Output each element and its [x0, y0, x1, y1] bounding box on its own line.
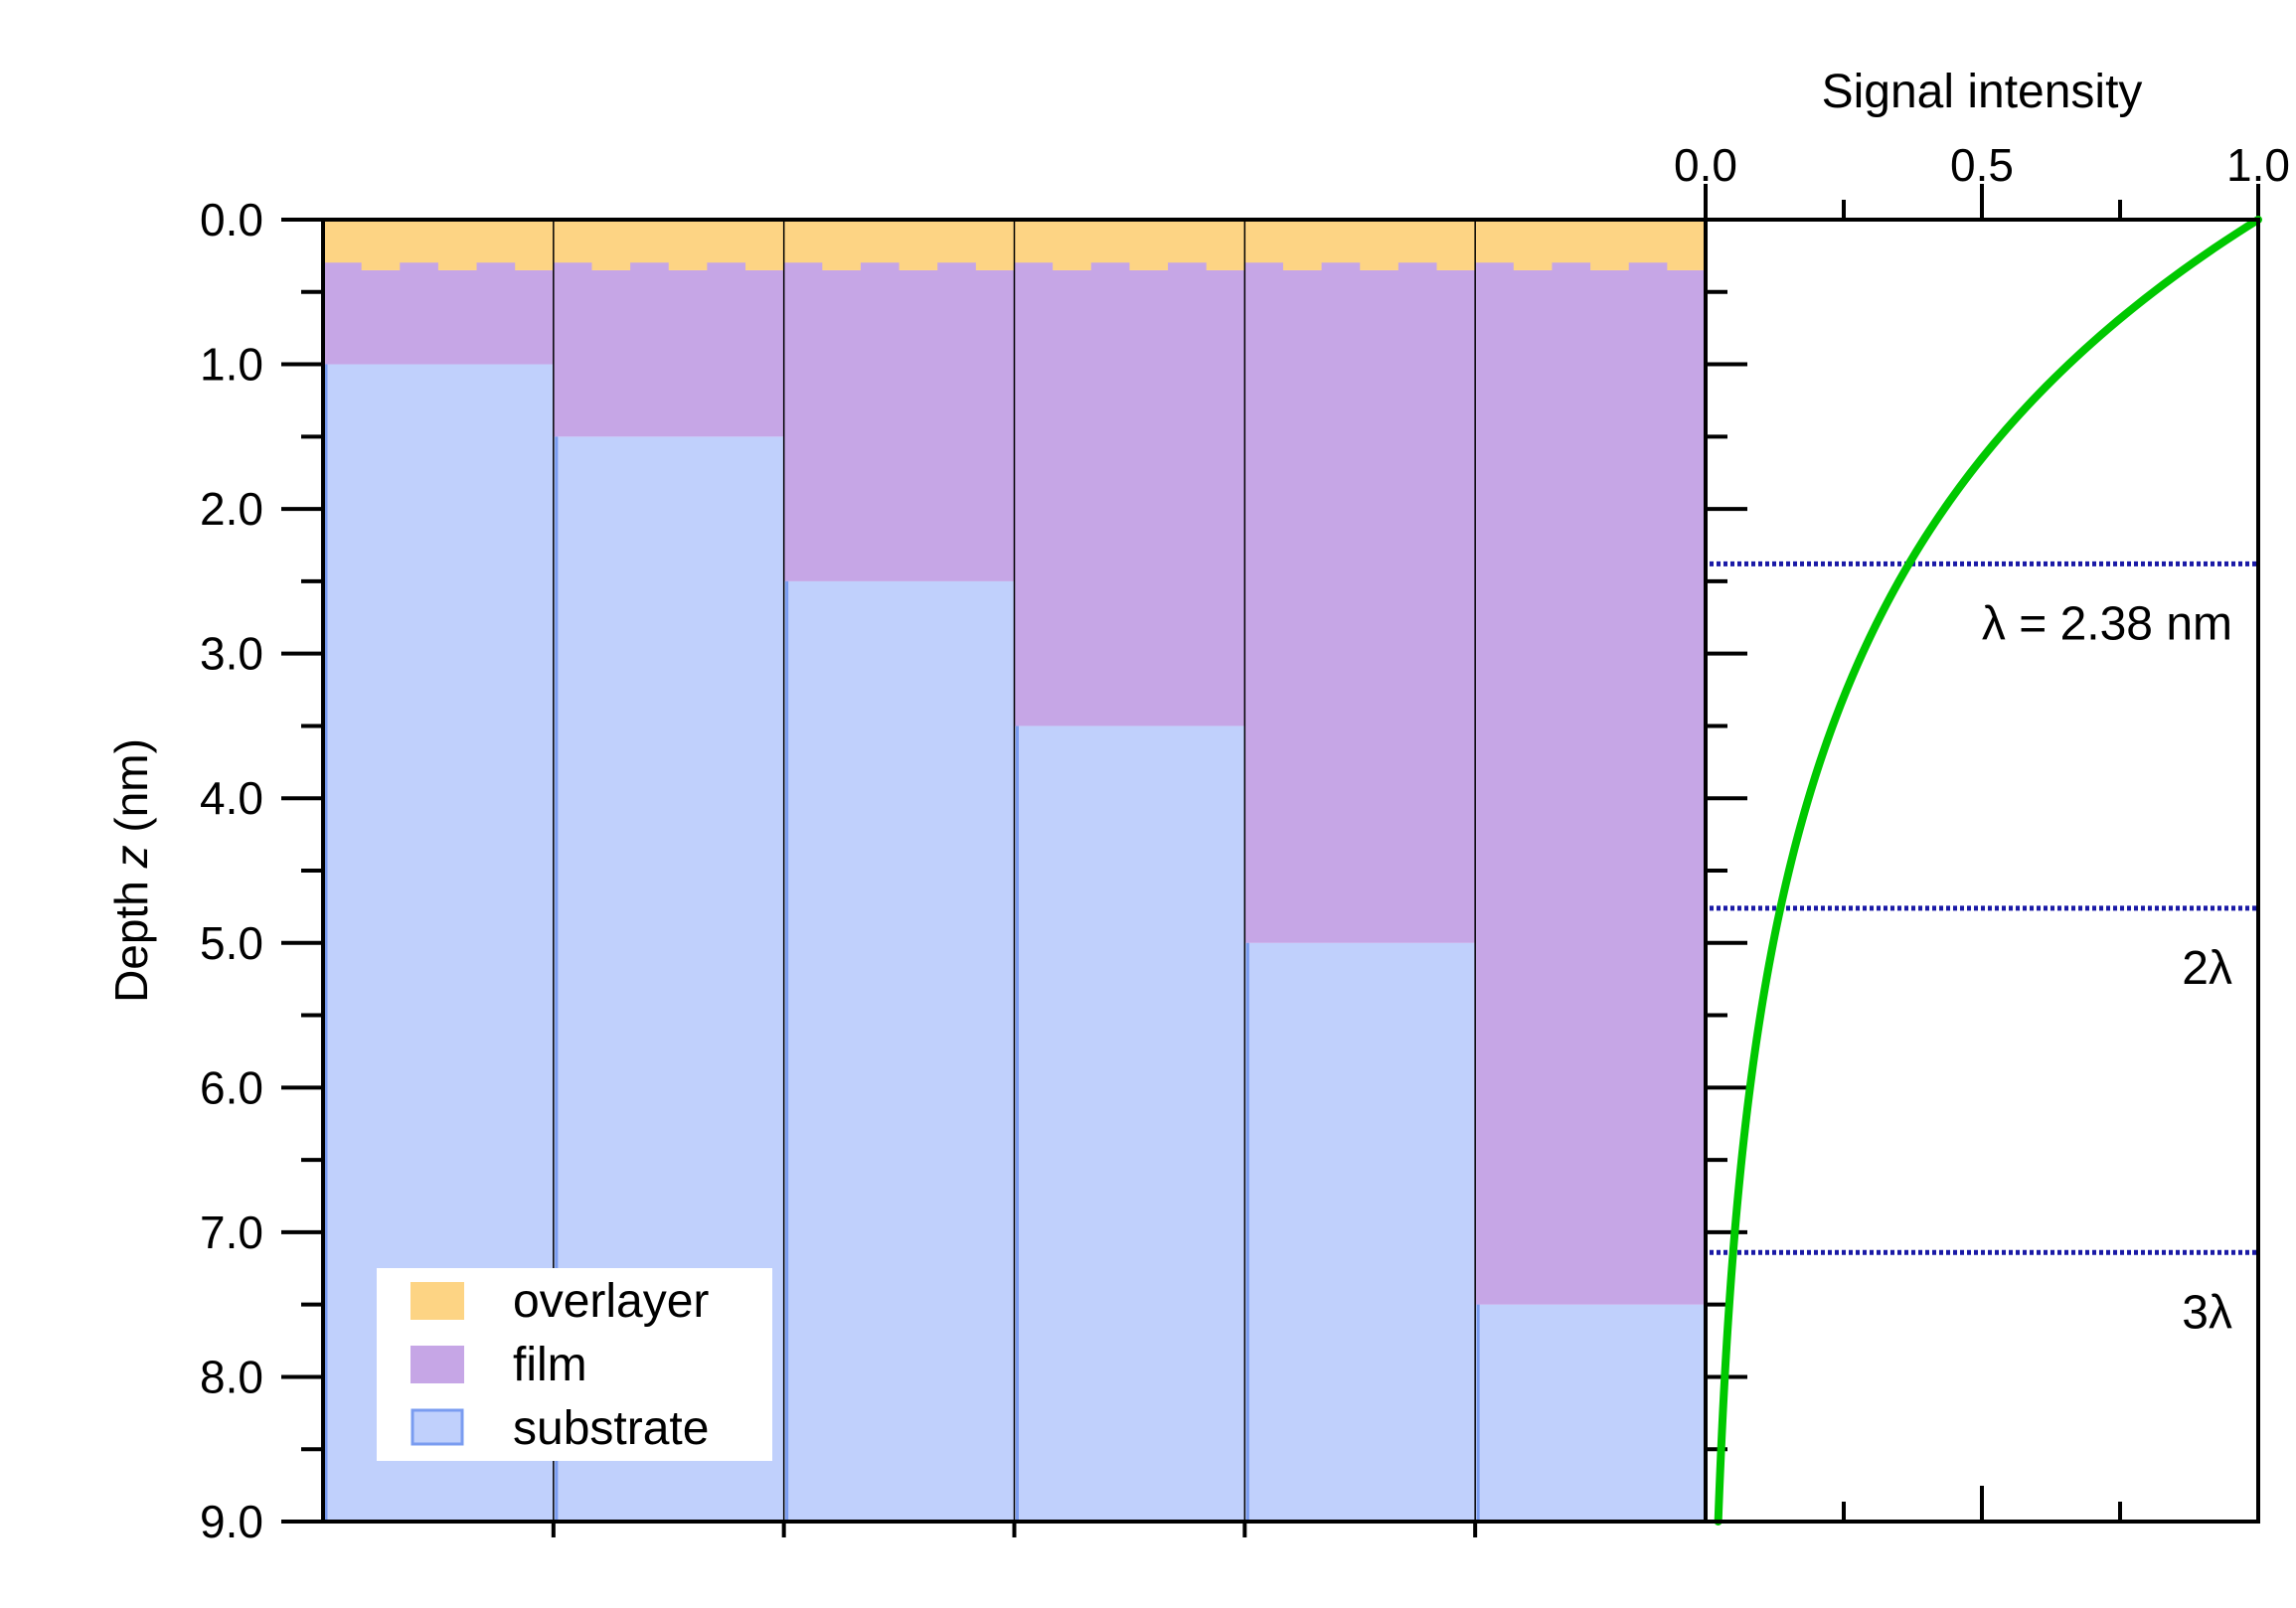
- y-tick-label-7.0: 7.0: [200, 1206, 263, 1258]
- y-tick-label-9.0: 9.0: [200, 1496, 263, 1547]
- y-label-prefix: Depth: [105, 868, 157, 1003]
- y-label-variable: z: [105, 845, 157, 869]
- column-1-overlayer: [323, 220, 554, 270]
- y-tick-label-6.0: 6.0: [200, 1061, 263, 1113]
- signal-intensity-curve: [1714, 216, 2262, 1526]
- y-tick-label-2.0: 2.0: [200, 483, 263, 535]
- column-6-overlayer: [1475, 220, 1706, 270]
- y-tick-label-0.0: 0.0: [200, 194, 263, 245]
- left-panel: 0.0 1.0 2.0 3.0 4.0 5.0 6.0 7.0 8.0 9.0 Depth z (…: [105, 194, 1708, 1547]
- y-tick-label-3.0: 3.0: [200, 628, 263, 680]
- legend-swatch-substrate: [410, 1408, 464, 1446]
- reference-lines: λ = 2.38 nm 2λ 3λ: [1710, 561, 2258, 1339]
- legend-swatch-overlayer: [410, 1282, 464, 1320]
- column-1-interface: [323, 262, 554, 291]
- legend-label-substrate: substrate: [513, 1402, 709, 1455]
- legend: overlayer film substrate: [377, 1268, 772, 1461]
- legend-swatch-film: [410, 1346, 464, 1383]
- column-2-film: [553, 269, 784, 437]
- right-panel: 0.0 0.5 1.0 λ = 2.38 nm 2λ 3λ Signal intensi…: [1674, 66, 2290, 1526]
- y-tick-label-1.0: 1.0: [200, 339, 263, 391]
- left-y-tick-labels: 0.0 1.0 2.0 3.0 4.0 5.0 6.0 7.0 8.0 9.0: [200, 194, 263, 1547]
- x-tick-label-0.0: 0.0: [1674, 139, 1737, 191]
- column-4-substrate: [1014, 725, 1245, 1522]
- column-5-substrate: [1244, 942, 1476, 1522]
- column-3-film: [783, 269, 1015, 581]
- reference-label-3: 3λ: [2182, 1286, 2232, 1339]
- reference-label-2: 2λ: [2182, 942, 2232, 995]
- column-2-overlayer: [553, 220, 784, 270]
- right-plot-frame: [1704, 218, 2260, 1524]
- column-4-overlayer: [1014, 220, 1245, 270]
- column-5-film: [1244, 269, 1476, 943]
- right-x-axis-label: Signal intensity: [1822, 66, 2143, 118]
- column-6-film: [1475, 269, 1706, 1305]
- column-4-interface: [1014, 262, 1245, 291]
- column-3-overlayer: [783, 220, 1015, 270]
- y-tick-label-4.0: 4.0: [200, 772, 263, 824]
- column-6-substrate: [1475, 1304, 1706, 1522]
- reference-label-1: λ = 2.38 nm: [1982, 597, 2232, 650]
- y-label-suffix: (nm): [105, 738, 157, 845]
- y-tick-label-8.0: 8.0: [200, 1351, 263, 1402]
- right-panel-ticks: [1704, 184, 2260, 1524]
- column-5-interface: [1244, 262, 1476, 291]
- x-tick-label-1.0: 1.0: [2226, 139, 2290, 191]
- left-y-axis-label: Depth z (nm): [105, 738, 157, 1003]
- right-x-tick-labels: 0.0 0.5 1.0: [1674, 139, 2290, 191]
- layer-columns: [323, 220, 1706, 1522]
- left-y-axis-ticks: [281, 218, 1478, 1537]
- column-3-substrate: [783, 580, 1015, 1522]
- y-tick-label-5.0: 5.0: [200, 917, 263, 969]
- column-6-interface: [1475, 262, 1706, 291]
- column-2-interface: [553, 262, 784, 291]
- column-4-film: [1014, 269, 1245, 726]
- column-5-overlayer: [1244, 220, 1476, 270]
- x-tick-label-0.5: 0.5: [1950, 139, 2014, 191]
- legend-label-film: film: [513, 1339, 587, 1391]
- legend-label-overlayer: overlayer: [513, 1275, 709, 1328]
- column-3-interface: [783, 262, 1015, 291]
